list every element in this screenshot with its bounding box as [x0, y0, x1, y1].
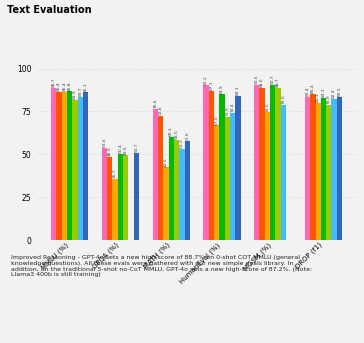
Bar: [270, 84, 276, 240]
Bar: [276, 88, 281, 240]
Text: 82.4: 82.4: [332, 88, 336, 98]
Bar: [235, 96, 241, 240]
Text: 49.5: 49.5: [124, 145, 128, 154]
Text: 48.5: 48.5: [108, 146, 112, 156]
Text: 50.7: 50.7: [134, 143, 138, 152]
Bar: [134, 153, 139, 240]
Text: 67.0: 67.0: [215, 115, 219, 125]
Text: 86.1: 86.1: [84, 82, 88, 92]
Text: 86.8: 86.8: [68, 81, 72, 91]
Text: 60.1: 60.1: [169, 127, 173, 136]
Bar: [83, 92, 88, 240]
Text: 71.9: 71.9: [225, 106, 229, 116]
Bar: [203, 85, 209, 240]
Bar: [230, 113, 235, 240]
Text: 80.1: 80.1: [316, 92, 320, 102]
Text: Improved Reasoning - GPT-4o sets a new high-score of 88.7% on 0-shot COT MMLU (g: Improved Reasoning - GPT-4o sets a new h…: [11, 255, 312, 277]
Text: 86.4: 86.4: [62, 82, 66, 91]
Bar: [123, 155, 128, 240]
Bar: [219, 94, 225, 240]
Text: 57.6: 57.6: [185, 131, 189, 141]
Text: 90.7: 90.7: [271, 74, 275, 84]
Text: 90.5: 90.5: [255, 74, 259, 84]
Bar: [112, 179, 118, 240]
Bar: [72, 99, 78, 240]
Text: 72.6: 72.6: [158, 105, 162, 115]
Bar: [67, 91, 72, 240]
Text: 53.6: 53.6: [102, 138, 106, 147]
Text: 88.7: 88.7: [52, 78, 56, 87]
Text: 74.5: 74.5: [265, 102, 269, 111]
Bar: [260, 88, 265, 240]
Bar: [51, 88, 56, 240]
Text: 83.1: 83.1: [321, 87, 325, 97]
Bar: [305, 97, 310, 240]
Text: 81.9: 81.9: [73, 89, 77, 99]
Bar: [174, 140, 179, 240]
Bar: [56, 92, 62, 240]
Bar: [62, 92, 67, 240]
Text: 76.6: 76.6: [153, 98, 157, 108]
Bar: [326, 105, 332, 240]
Bar: [179, 149, 185, 240]
Bar: [209, 91, 214, 240]
Bar: [158, 116, 163, 240]
Bar: [310, 94, 316, 240]
Bar: [153, 109, 158, 240]
Text: 90.2: 90.2: [204, 75, 208, 85]
Text: 84.1: 84.1: [236, 85, 240, 95]
Bar: [118, 154, 123, 240]
Bar: [214, 125, 219, 240]
Bar: [321, 97, 326, 240]
Text: 50.4: 50.4: [118, 143, 122, 153]
Bar: [332, 99, 337, 240]
Bar: [316, 103, 321, 240]
Text: 58.5: 58.5: [174, 129, 178, 139]
Bar: [225, 117, 230, 240]
Text: 85.4: 85.4: [311, 83, 315, 93]
Bar: [102, 148, 107, 240]
Bar: [254, 85, 260, 240]
Text: 83.7: 83.7: [78, 86, 82, 96]
Bar: [163, 167, 169, 240]
Text: 83.4: 83.4: [305, 87, 309, 96]
Text: 87.1: 87.1: [209, 80, 213, 90]
Text: 86.4: 86.4: [57, 82, 61, 91]
Text: 42.5: 42.5: [164, 157, 168, 167]
Text: 53.2: 53.2: [180, 139, 184, 148]
Text: 35.7: 35.7: [113, 168, 117, 178]
Bar: [185, 141, 190, 240]
Text: 84.9: 84.9: [220, 84, 224, 94]
Text: 83.5: 83.5: [337, 86, 341, 96]
Text: 88.7: 88.7: [276, 78, 280, 87]
Bar: [78, 96, 83, 240]
Bar: [281, 105, 286, 240]
Text: 74.4: 74.4: [231, 102, 235, 112]
Text: 88.6: 88.6: [260, 78, 264, 87]
Text: 78.9: 78.9: [327, 94, 331, 104]
Bar: [169, 137, 174, 240]
Text: 79.0: 79.0: [281, 94, 285, 104]
Bar: [107, 157, 112, 240]
Bar: [337, 97, 342, 240]
Text: Text Evaluation: Text Evaluation: [7, 5, 92, 15]
Bar: [265, 112, 270, 240]
